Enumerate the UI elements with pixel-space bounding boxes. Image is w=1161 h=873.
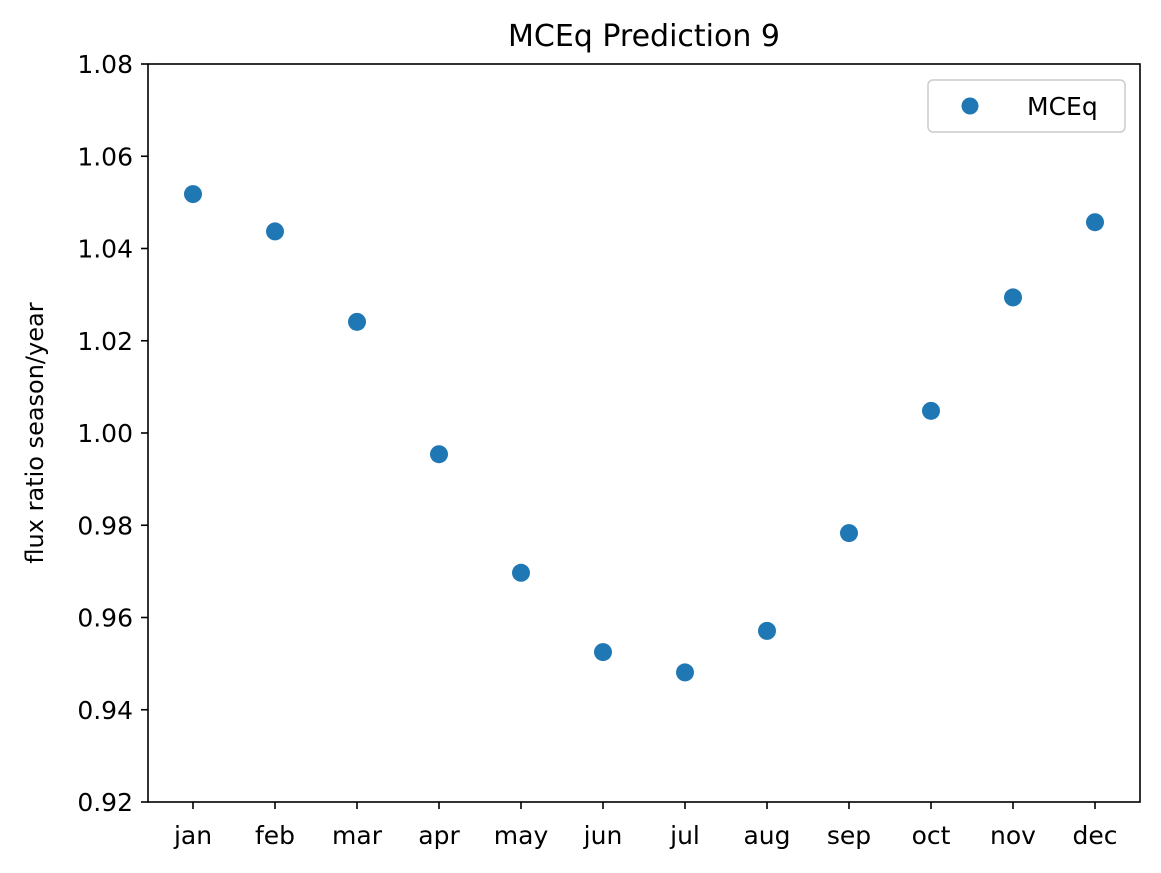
x-tick-label: jul <box>669 821 700 850</box>
x-tick-label: oct <box>912 821 951 850</box>
y-tick-label: 1.08 <box>77 50 133 79</box>
legend-label: MCEq <box>1027 92 1098 121</box>
y-tick-label: 1.00 <box>77 419 133 448</box>
x-tick-label: jan <box>173 821 212 850</box>
y-tick-label: 1.06 <box>77 142 133 171</box>
x-tick-label: mar <box>332 821 383 850</box>
x-tick-label: sep <box>827 821 871 850</box>
data-points <box>184 185 1104 682</box>
y-tick-label: 0.92 <box>77 788 133 817</box>
data-point-jun <box>594 643 612 662</box>
legend: MCEq <box>927 79 1126 133</box>
x-tick-label: dec <box>1073 821 1118 850</box>
x-axis-ticks: jan feb mar apr may jun jul aug sep oct nov dec <box>173 802 1118 850</box>
y-tick-label: 0.98 <box>77 511 133 540</box>
data-point-mar <box>348 312 366 331</box>
x-tick-label: jun <box>583 821 623 850</box>
y-tick-label: 0.96 <box>77 604 133 633</box>
y-tick-label: 1.04 <box>77 235 133 264</box>
data-point-may <box>512 563 530 582</box>
data-point-oct <box>922 401 940 420</box>
x-tick-label: nov <box>990 821 1036 850</box>
legend-marker-icon <box>961 97 979 115</box>
y-tick-label: 1.02 <box>77 327 133 356</box>
plot-frame <box>147 63 1141 803</box>
y-axis-ticks: 0.92 0.94 0.96 0.98 1.00 1.02 1.04 1.06 1.08 <box>77 50 148 817</box>
legend-box <box>927 79 1126 133</box>
y-axis-label: flux ratio season/year <box>21 302 49 563</box>
data-point-apr <box>430 445 448 464</box>
x-tick-label: apr <box>418 821 460 850</box>
data-point-jul <box>676 663 694 682</box>
chart-title: MCEq Prediction 9 <box>508 19 780 54</box>
data-point-aug <box>758 621 776 640</box>
data-point-nov <box>1004 288 1022 307</box>
x-tick-label: aug <box>743 821 790 850</box>
data-point-feb <box>266 222 284 241</box>
data-point-jan <box>184 185 202 204</box>
data-point-dec <box>1086 213 1104 232</box>
y-tick-label: 0.94 <box>77 696 133 725</box>
data-point-sep <box>840 524 858 543</box>
x-tick-label: feb <box>255 821 295 850</box>
x-tick-label: may <box>494 821 549 850</box>
